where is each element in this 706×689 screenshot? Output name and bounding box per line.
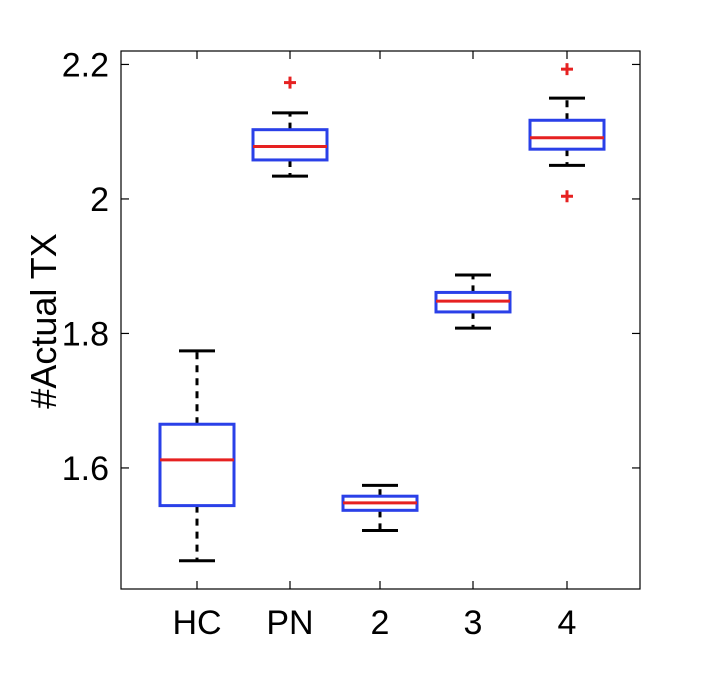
axes-frame xyxy=(120,50,641,590)
y-tick-label: 2 xyxy=(90,181,109,219)
x-tick-label: 4 xyxy=(558,604,577,642)
y-tick-label: 1.6 xyxy=(62,450,109,488)
x-tick-label: HC xyxy=(172,604,221,642)
y-tick-label: 1.8 xyxy=(62,315,109,353)
plot-area: 1.6 1.8 2 2.2 HC PN 2 3 4 xyxy=(62,46,641,642)
x-tick-label: 3 xyxy=(464,604,483,642)
y-tick-label: 2.2 xyxy=(62,46,109,84)
x-tick-label: 2 xyxy=(371,604,390,642)
x-tick-label: PN xyxy=(266,604,313,642)
box-iqr xyxy=(528,118,606,151)
box-iqr xyxy=(251,128,329,162)
box-iqr xyxy=(158,422,236,508)
y-axis-label: #Actual TX xyxy=(23,233,64,408)
